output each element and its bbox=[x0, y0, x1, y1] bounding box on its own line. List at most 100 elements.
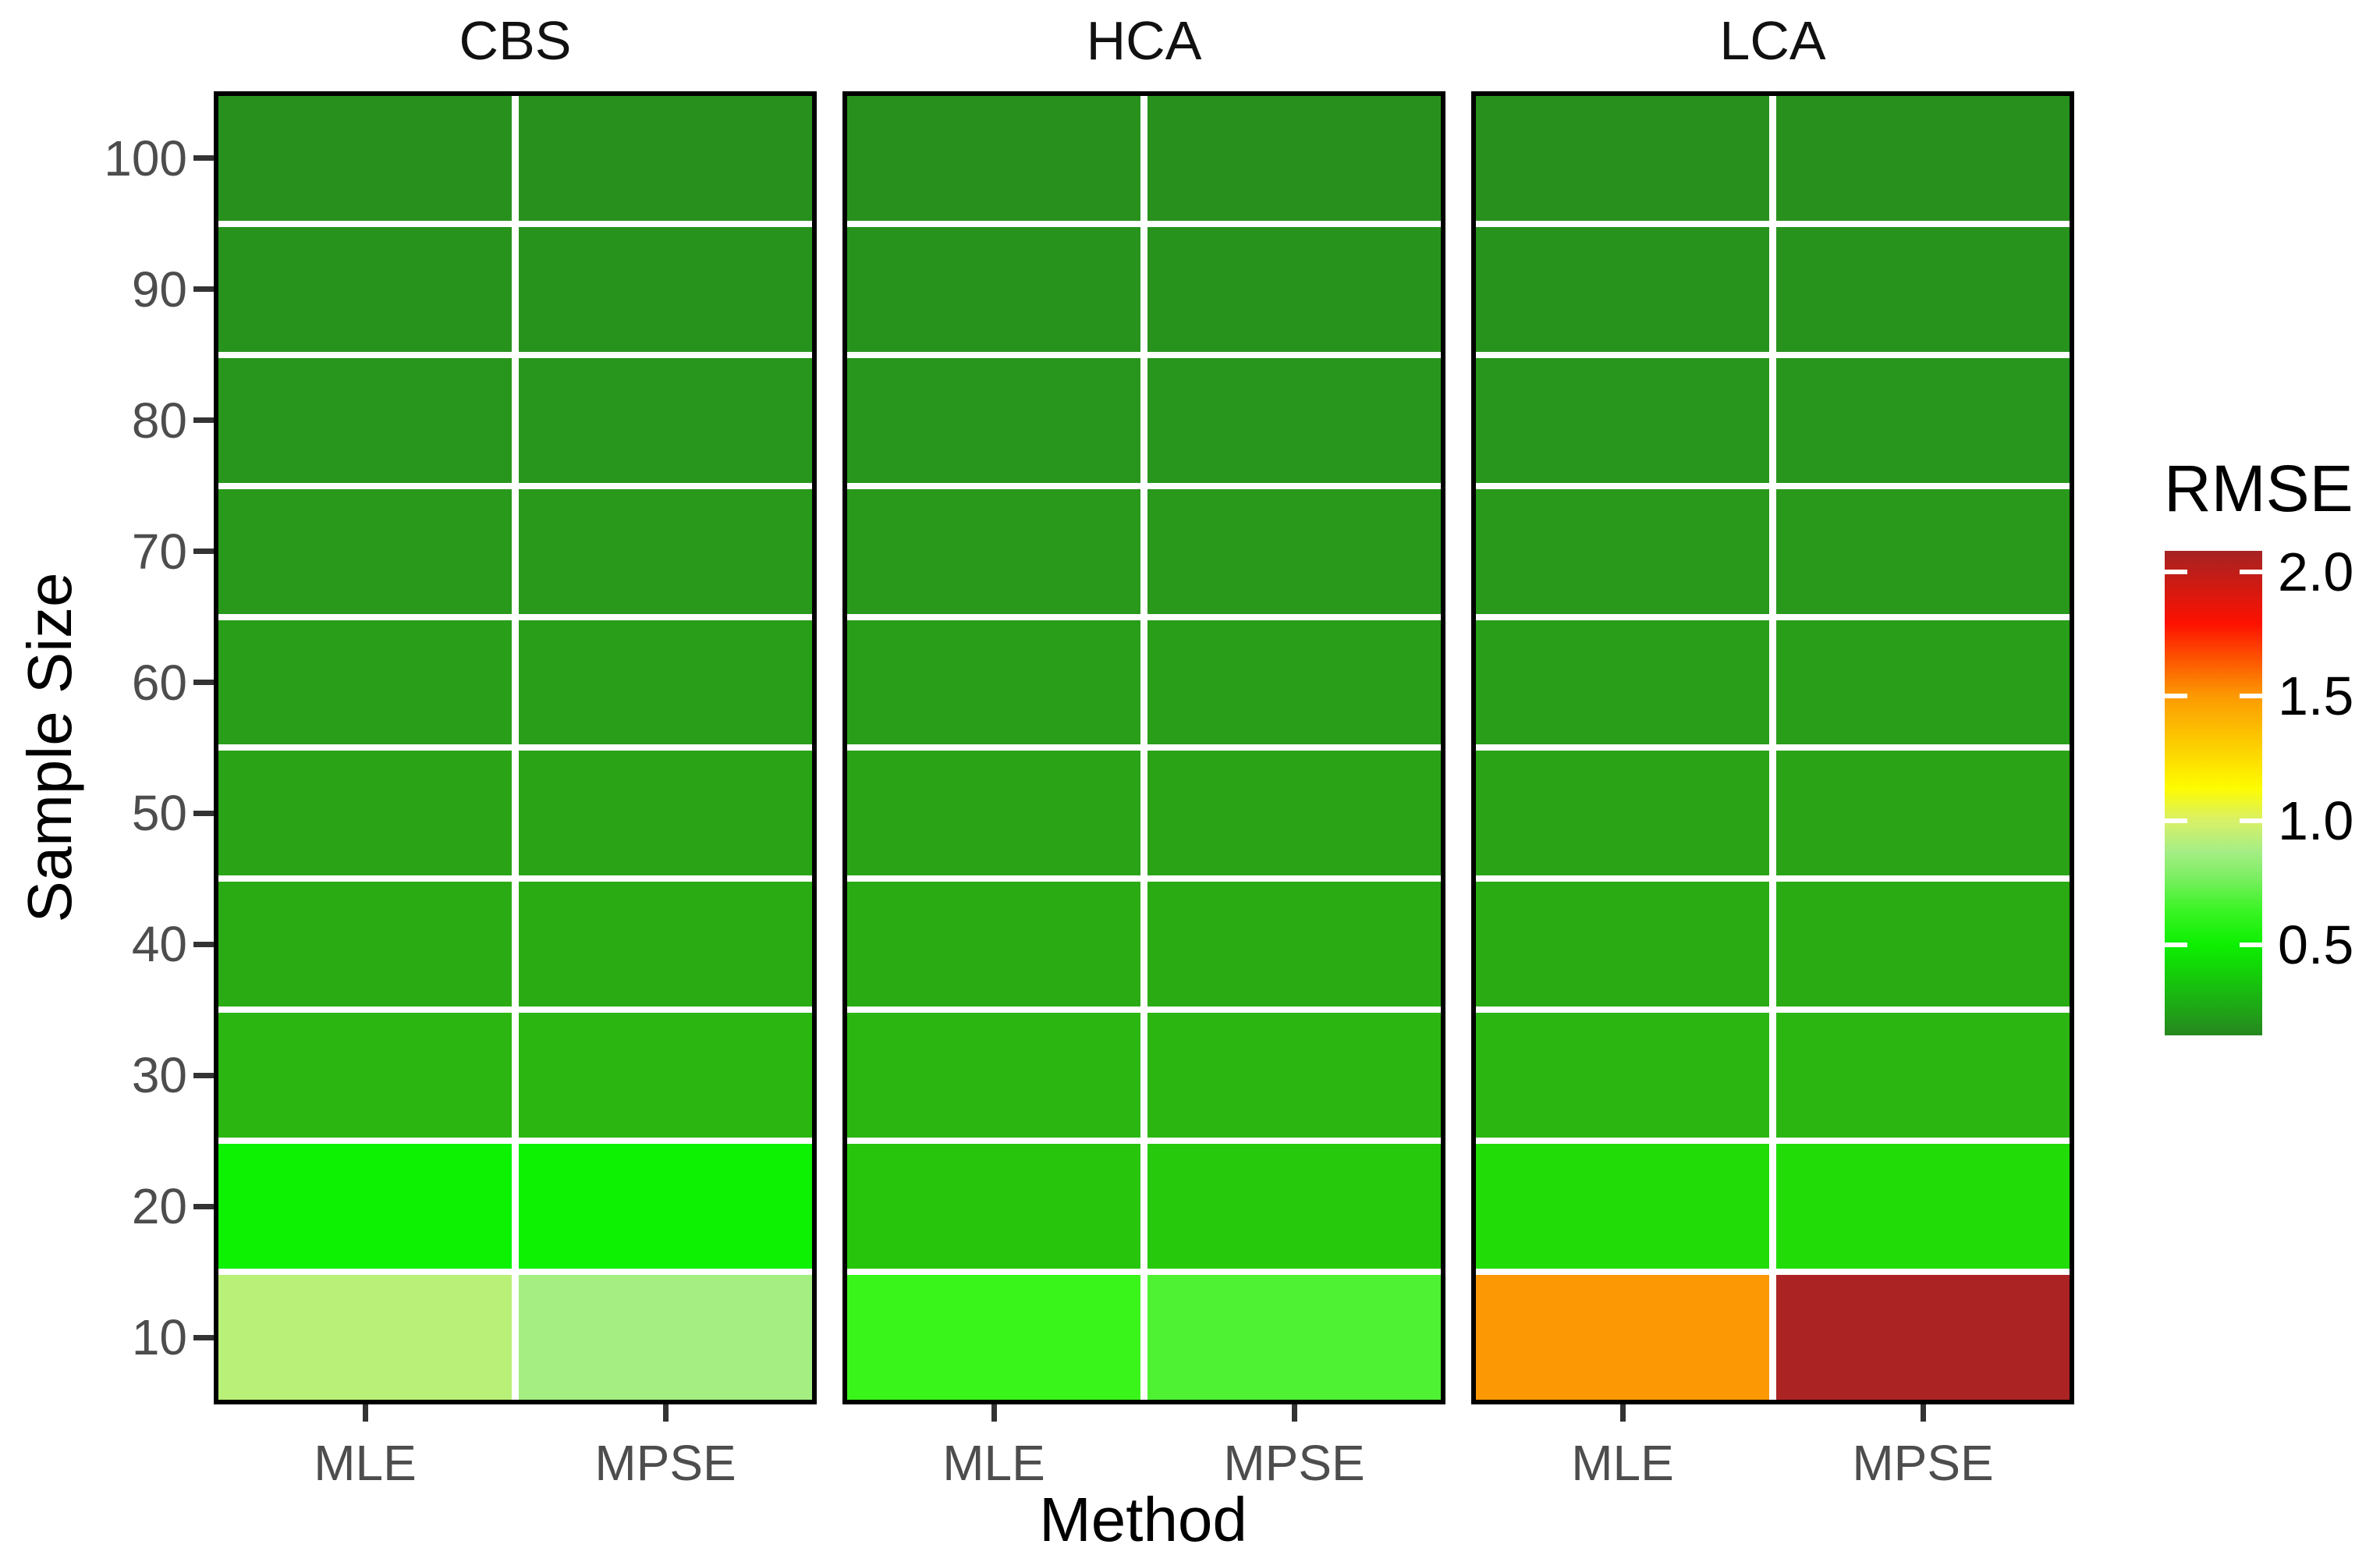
facet-title: HCA bbox=[1086, 10, 1202, 71]
facet-panel-lca: LCA MLE MPSE bbox=[1471, 13, 2074, 1488]
x-tick-label: MLE bbox=[314, 1435, 417, 1491]
heatmap-tile bbox=[1476, 882, 1769, 1007]
x-tick-label: MLE bbox=[942, 1435, 1045, 1491]
heatmap-tile bbox=[218, 488, 512, 614]
legend: RMSE 2.0 1.5 1.0 0.5 bbox=[2161, 456, 2380, 1127]
y-tick-label: 60 bbox=[131, 654, 187, 711]
y-tick-mark bbox=[193, 941, 214, 947]
y-tick-mark bbox=[193, 549, 214, 555]
legend-tick-mark bbox=[2165, 570, 2187, 575]
heatmap-tile bbox=[1476, 96, 1769, 221]
x-axis-labels: MLE MPSE bbox=[1476, 1432, 2070, 1494]
heatmap-tile bbox=[1147, 96, 1441, 221]
heatmap-tile bbox=[847, 1144, 1140, 1269]
x-axis-labels: MLE MPSE bbox=[847, 1432, 1441, 1494]
heatmap-tile bbox=[519, 1013, 812, 1138]
heatmap-tile bbox=[218, 96, 512, 221]
panel-frame bbox=[842, 91, 1445, 1404]
heatmap-tile bbox=[1476, 1275, 1769, 1400]
heatmap-tile bbox=[1776, 882, 2070, 1007]
y-tick-mark bbox=[193, 680, 214, 686]
heatmap-tile bbox=[847, 620, 1140, 745]
heatmap-tile bbox=[1476, 226, 1769, 352]
x-axis-title: Method bbox=[1039, 1485, 1247, 1554]
y-tick-label: 80 bbox=[131, 392, 187, 449]
x-tick-mark bbox=[1291, 1404, 1297, 1422]
heatmap-tile bbox=[847, 226, 1140, 352]
y-tick-label: 90 bbox=[131, 261, 187, 318]
heatmap-tile bbox=[1776, 1275, 2070, 1400]
y-tick-mark bbox=[193, 1203, 214, 1209]
heatmap-tile bbox=[519, 620, 812, 745]
heatmap-tile bbox=[519, 357, 812, 483]
heatmap-tile bbox=[1776, 357, 2070, 483]
heatmap-tile bbox=[519, 96, 812, 221]
x-tick-label: MPSE bbox=[1852, 1435, 1994, 1491]
heatmap-tile bbox=[1776, 226, 2070, 352]
heatmap-tile bbox=[519, 1275, 812, 1400]
heatmap-tile bbox=[1147, 226, 1441, 352]
y-tick-label: 20 bbox=[131, 1178, 187, 1235]
heatmap-tile bbox=[847, 357, 1140, 483]
heatmap-tile bbox=[1147, 488, 1441, 614]
heatmap-tile bbox=[847, 488, 1140, 614]
heatmap-tile bbox=[847, 751, 1140, 876]
x-tick-mark bbox=[362, 1404, 368, 1422]
y-tick-mark bbox=[193, 1334, 214, 1340]
heatmap-tile bbox=[218, 751, 512, 876]
facet-panel-hca: HCA MLE MPSE bbox=[842, 13, 1445, 1488]
heatmap-tile bbox=[1147, 1144, 1441, 1269]
heatmap-tile bbox=[1147, 882, 1441, 1007]
heatmap-tile bbox=[519, 488, 812, 614]
legend-tick-mark bbox=[2240, 694, 2262, 699]
legend-tick-label: 2.0 bbox=[2278, 541, 2354, 603]
legend-title: RMSE bbox=[2164, 452, 2353, 525]
heatmap-tile bbox=[1147, 1013, 1441, 1138]
heatmap-tile bbox=[847, 1013, 1140, 1138]
facet-title: LCA bbox=[1719, 10, 1826, 71]
x-tick-label: MLE bbox=[1571, 1435, 1674, 1491]
legend-tick-mark bbox=[2165, 694, 2187, 699]
legend-tick-label: 0.5 bbox=[2278, 914, 2354, 975]
x-axis-ticks bbox=[847, 1404, 1441, 1422]
legend-tick-mark bbox=[2240, 570, 2262, 575]
heatmap-tile bbox=[847, 1275, 1140, 1400]
heatmap-tile bbox=[1776, 751, 2070, 876]
panel-frame bbox=[214, 91, 817, 1404]
heatmap-tile bbox=[218, 1144, 512, 1269]
heatmap-tile bbox=[218, 1275, 512, 1400]
heatmap-tile bbox=[519, 751, 812, 876]
y-tick-label: 100 bbox=[104, 130, 187, 186]
x-axis-labels: MLE MPSE bbox=[218, 1432, 812, 1494]
heatmap-tile bbox=[847, 882, 1140, 1007]
heatmap-tile bbox=[1147, 751, 1441, 876]
legend-tick-mark bbox=[2165, 818, 2187, 823]
heatmap-tile bbox=[1147, 620, 1441, 745]
y-axis-labels: 100 90 80 70 60 50 40 30 20 10 bbox=[0, 96, 187, 1400]
facet-title: CBS bbox=[459, 10, 572, 71]
x-axis-ticks bbox=[1476, 1404, 2070, 1422]
heatmap-tile bbox=[1476, 620, 1769, 745]
x-tick-mark bbox=[662, 1404, 669, 1422]
heatmap-tile bbox=[1147, 357, 1441, 483]
y-tick-mark bbox=[193, 1072, 214, 1078]
heatmap-tile bbox=[1776, 1013, 2070, 1138]
legend-tick-mark bbox=[2165, 942, 2187, 947]
heatmap-tile bbox=[218, 226, 512, 352]
x-tick-mark bbox=[1920, 1404, 1926, 1422]
heatmap-tile bbox=[1776, 620, 2070, 745]
heatmap-tile bbox=[1476, 488, 1769, 614]
y-tick-mark bbox=[193, 417, 214, 424]
heatmap-tile bbox=[1476, 751, 1769, 876]
y-tick-mark bbox=[193, 286, 214, 293]
x-tick-label: MPSE bbox=[594, 1435, 736, 1491]
heatmap-tile bbox=[1776, 1144, 2070, 1269]
x-tick-mark bbox=[1619, 1404, 1626, 1422]
heatmap-tile bbox=[1476, 1144, 1769, 1269]
facet-panel-cbs: CBS MLE MPSE bbox=[214, 13, 817, 1488]
heatmap-tile bbox=[1476, 357, 1769, 483]
heatmap-tile bbox=[218, 357, 512, 483]
panel-frame bbox=[1471, 91, 2074, 1404]
heatmap-tile bbox=[519, 1144, 812, 1269]
